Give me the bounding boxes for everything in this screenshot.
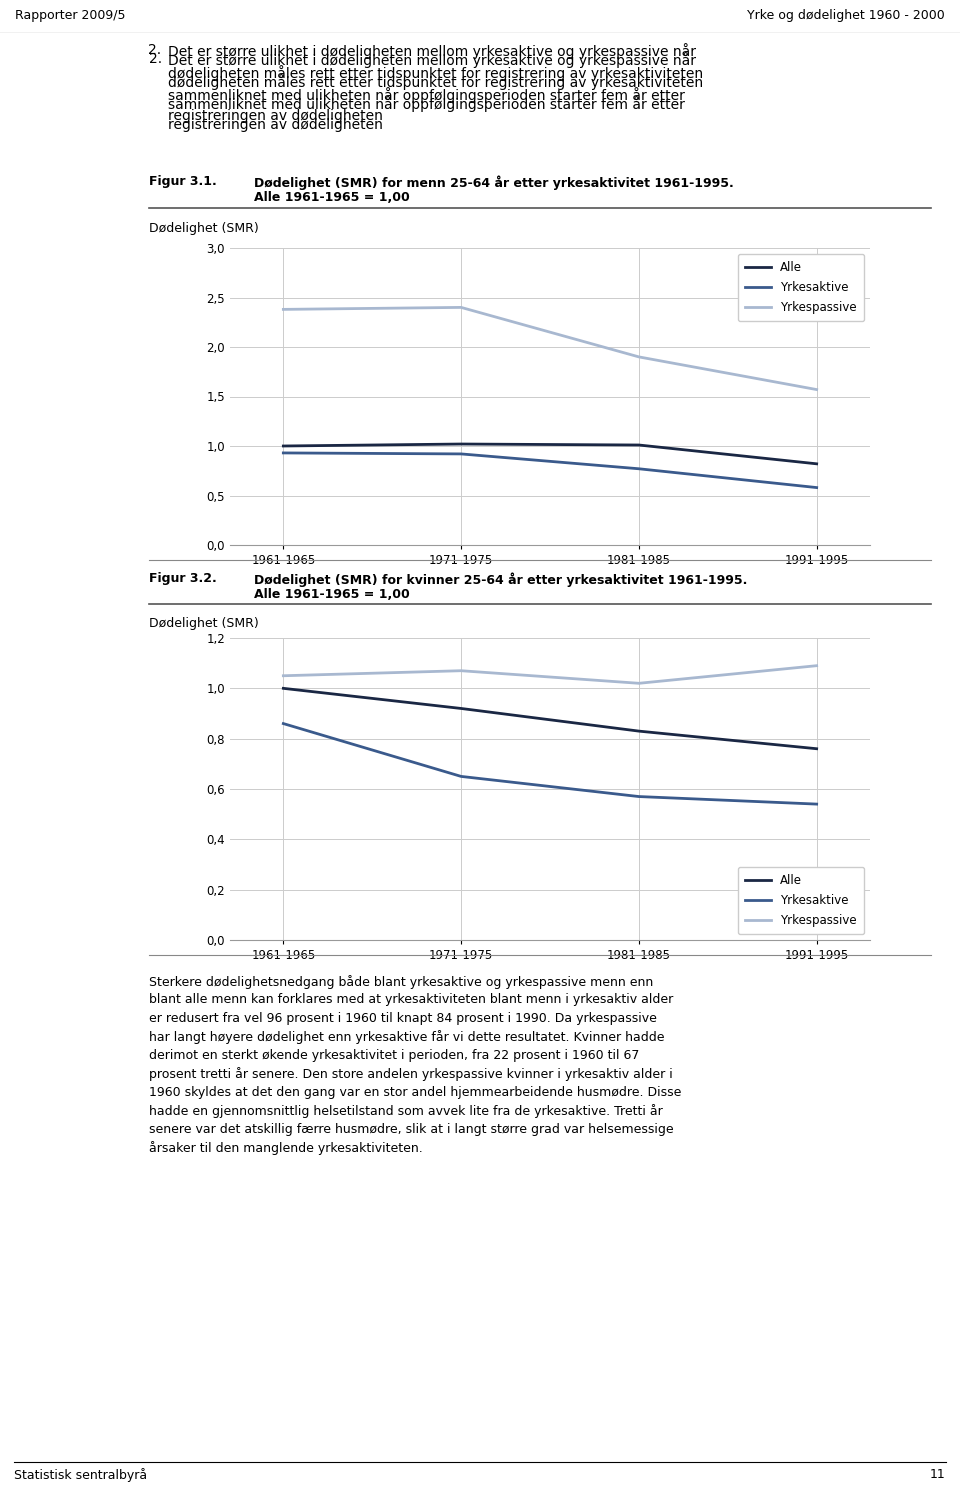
Text: Dødelighet (SMR) for menn 25-64 år etter yrkesaktivitet 1961-1995.: Dødelighet (SMR) for menn 25-64 år etter… <box>254 174 734 189</box>
Text: registreringen av dødeligheten: registreringen av dødeligheten <box>168 118 383 133</box>
Text: Alle 1961-1965 = 1,00: Alle 1961-1965 = 1,00 <box>254 191 410 204</box>
Text: derimot en sterkt økende yrkesaktivitet i perioden, fra 22 prosent i 1960 til 67: derimot en sterkt økende yrkesaktivitet … <box>149 1050 639 1062</box>
Text: sammenliknet med ulikheten når oppfølgingsperioden starter fem år etter: sammenliknet med ulikheten når oppfølgin… <box>168 95 684 112</box>
Text: Figur 3.1.: Figur 3.1. <box>149 174 217 188</box>
Text: dødeligheten måles rett etter tidspunktet for registrering av yrkesaktiviteten: dødeligheten måles rett etter tidspunkte… <box>168 66 703 81</box>
Text: senere var det atskillig færre husmødre, slik at i langt større grad var helseme: senere var det atskillig færre husmødre,… <box>149 1123 673 1136</box>
Text: Det er større ulikhet i dødeligheten mellom yrkesaktive og yrkespassive når: Det er større ulikhet i dødeligheten mel… <box>168 52 696 69</box>
Text: dødeligheten måles rett etter tidspunktet for registrering av yrkesaktiviteten: dødeligheten måles rett etter tidspunkte… <box>168 75 703 89</box>
Legend: Alle, Yrkesaktive, Yrkespassive: Alle, Yrkesaktive, Yrkespassive <box>738 253 864 321</box>
Text: blant alle menn kan forklares med at yrkesaktiviteten blant menn i yrkesaktiv al: blant alle menn kan forklares med at yrk… <box>149 993 673 1006</box>
Text: Det er større ulikhet i dødeligheten mellom yrkesaktive og yrkespassive når: Det er større ulikhet i dødeligheten mel… <box>168 43 696 60</box>
Text: er redusert fra vel 96 prosent i 1960 til knapt 84 prosent i 1990. Da yrkespassi: er redusert fra vel 96 prosent i 1960 ti… <box>149 1012 657 1024</box>
Legend: Alle, Yrkesaktive, Yrkespassive: Alle, Yrkesaktive, Yrkespassive <box>738 866 864 933</box>
Text: Statistisk sentralbyrå: Statistisk sentralbyrå <box>14 1469 148 1482</box>
Text: har langt høyere dødelighet enn yrkesaktive får vi dette resultatet. Kvinner had: har langt høyere dødelighet enn yrkesakt… <box>149 1030 664 1045</box>
Text: Figur 3.2.: Figur 3.2. <box>149 573 217 584</box>
Text: 11: 11 <box>930 1469 946 1481</box>
Text: prosent tretti år senere. Den store andelen yrkespassive kvinner i yrkesaktiv al: prosent tretti år senere. Den store ande… <box>149 1068 673 1081</box>
Text: sammenliknet med ulikheten når oppfølgingsperioden starter fem år etter: sammenliknet med ulikheten når oppfølgin… <box>168 88 684 103</box>
Text: 1960 skyldes at det den gang var en stor andel hjemmearbeidende husmødre. Disse: 1960 skyldes at det den gang var en stor… <box>149 1085 682 1099</box>
Text: 2.: 2. <box>148 43 161 57</box>
Text: hadde en gjennomsnittlig helsetilstand som avvek lite fra de yrkesaktive. Tretti: hadde en gjennomsnittlig helsetilstand s… <box>149 1105 662 1118</box>
Text: Sterkere dødelighetsnedgang både blant yrkesaktive og yrkespassive menn enn: Sterkere dødelighetsnedgang både blant y… <box>149 975 653 989</box>
Text: Rapporter 2009/5: Rapporter 2009/5 <box>15 9 126 22</box>
Text: Dødelighet (SMR) for kvinner 25-64 år etter yrkesaktivitet 1961-1995.: Dødelighet (SMR) for kvinner 25-64 år et… <box>254 573 748 586</box>
Text: 2.: 2. <box>149 52 162 66</box>
Text: Dødelighet (SMR): Dødelighet (SMR) <box>149 222 258 236</box>
Text: Yrke og dødelighet 1960 - 2000: Yrke og dødelighet 1960 - 2000 <box>747 9 945 22</box>
Text: registreringen av dødeligheten: registreringen av dødeligheten <box>168 109 383 124</box>
Text: Alle 1961-1965 = 1,00: Alle 1961-1965 = 1,00 <box>254 587 410 601</box>
Text: årsaker til den manglende yrkesaktiviteten.: årsaker til den manglende yrkesaktivitet… <box>149 1142 422 1156</box>
Text: Dødelighet (SMR): Dødelighet (SMR) <box>149 617 258 631</box>
